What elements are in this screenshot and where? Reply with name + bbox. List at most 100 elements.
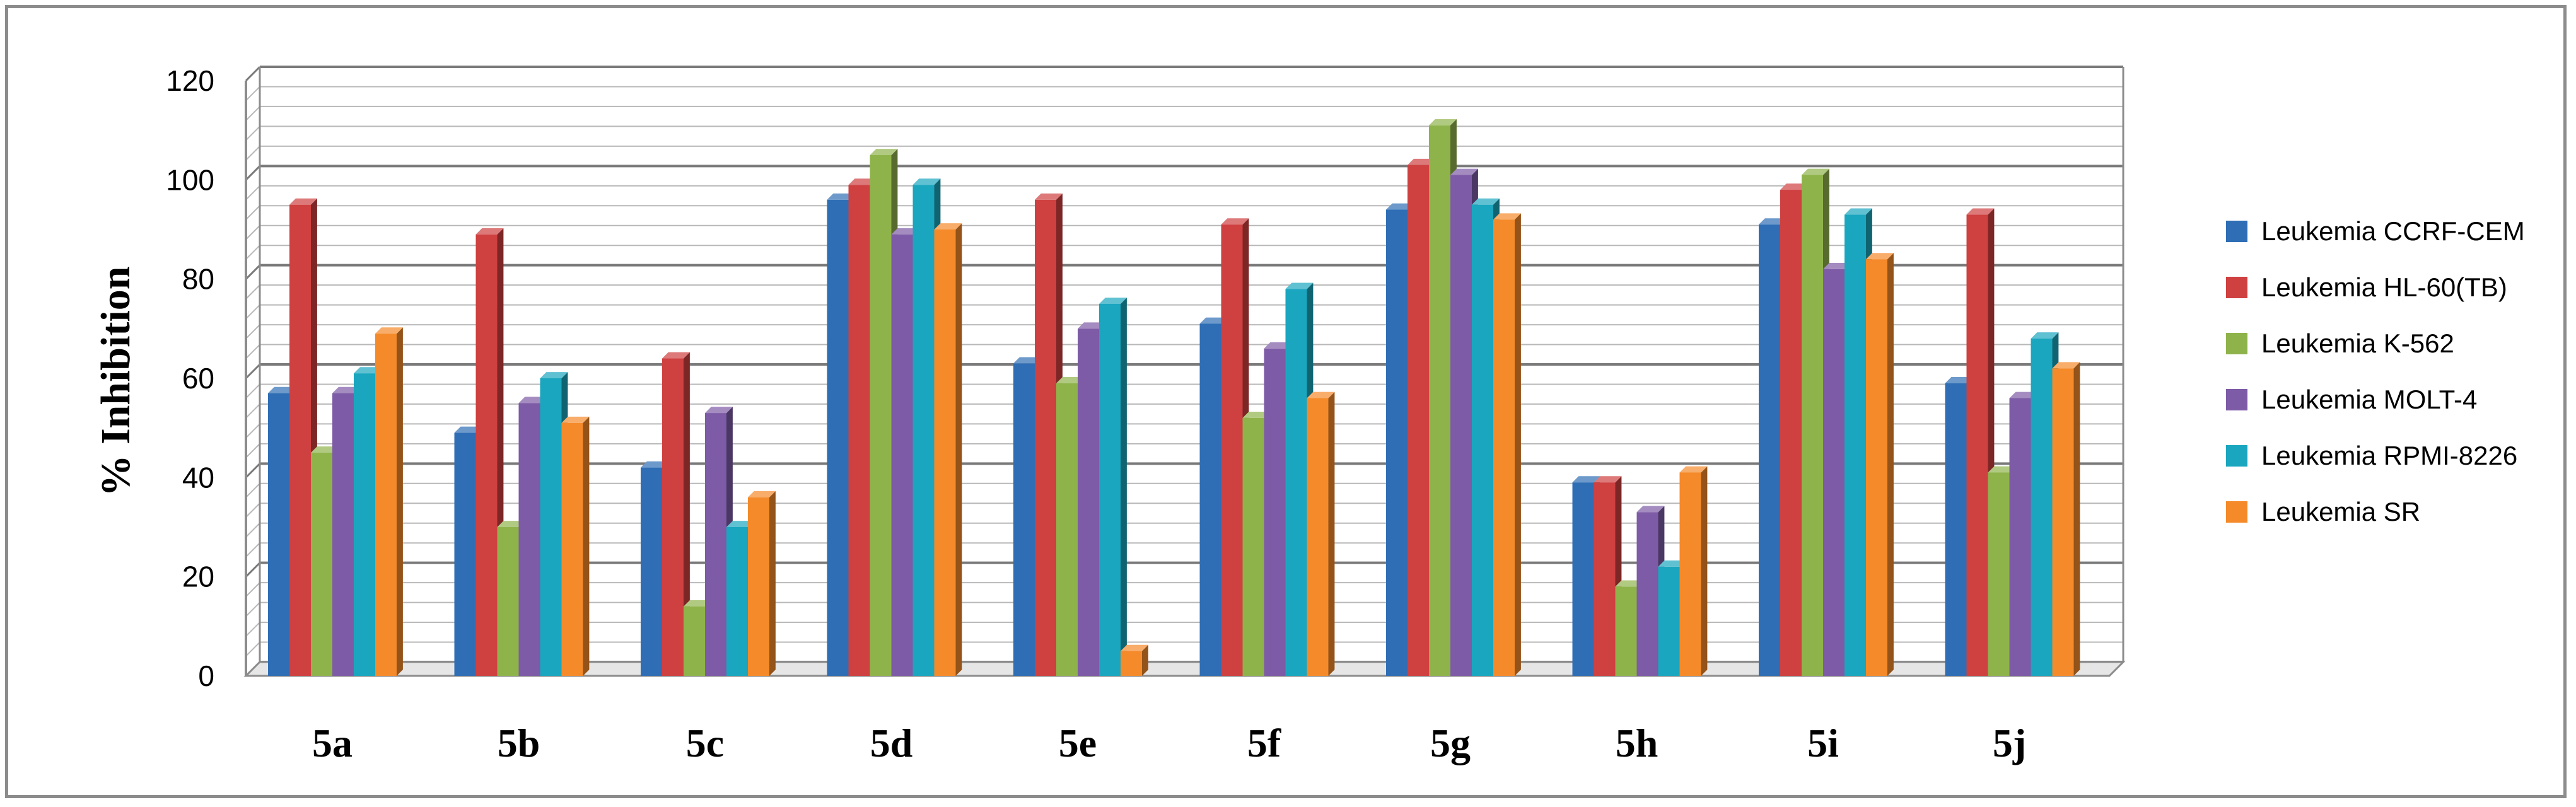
bar [1307,392,1335,676]
legend-label: Leukemia MOLT-4 [2261,384,2478,414]
bar-front [1407,165,1429,676]
legend-item: Leukemia RPMI-8226 [2226,427,2554,484]
bar-top [1780,183,1808,190]
x-category-label: 5h [1616,721,1658,765]
side-gridline [245,264,261,280]
bar-top [332,386,360,393]
bar-top [1078,322,1105,329]
bar-top [1966,208,1995,215]
bar-front [332,393,354,676]
y-tick-label: 20 [182,560,214,593]
bar-front [497,527,519,676]
bar-front [1572,482,1594,676]
side-gridline [245,363,261,380]
y-tick-label: 60 [182,362,214,395]
x-category-label: 5d [870,721,913,765]
bar-top [848,178,877,185]
side-gridline [245,463,261,479]
bar-front [1759,224,1780,676]
bar-front [705,413,726,676]
bar [748,491,776,676]
side-gridline [245,562,261,578]
bar-top [1099,298,1127,304]
bar-top [1823,263,1851,269]
bar-front [268,393,289,676]
bar-front [311,453,332,676]
bar [561,416,590,676]
bar [1285,282,1314,676]
bar-top [1572,476,1600,483]
bar-top [475,228,504,235]
bar-top [1386,203,1414,210]
side-gridline [245,502,260,518]
bar-front [2031,339,2053,676]
bar-front [848,185,870,676]
side-gridline [245,86,260,102]
bar-top [1945,376,1973,383]
legend-item: Leukemia K-562 [2226,315,2554,371]
bar-top [912,178,941,185]
legend-label: Leukemia CCRF-CEM [2261,216,2525,246]
bar-top [2052,362,2080,369]
y-tick-label: 80 [182,263,214,296]
x-category-label: 5b [498,721,540,765]
bar-front [934,229,956,676]
side-gridline [245,324,260,339]
bar-side [1142,644,1148,676]
bar-front [1636,512,1658,676]
side-gridline [245,443,260,458]
bar-front [1264,348,1286,676]
side-gridline [245,523,260,538]
bar-top [1679,466,1708,473]
bar [1121,644,1148,676]
bar-front [561,422,583,676]
bar-top [1407,158,1435,165]
side-gridline [245,225,260,240]
side-gridline [245,344,260,359]
bar-top [1802,168,1829,175]
x-category-label: 5g [1430,721,1471,765]
bar [1493,213,1521,676]
bar-front [289,204,311,676]
legend-swatch [2226,220,2247,242]
side-gridline [245,622,260,637]
bar-front [2009,398,2031,676]
bar-top [289,198,317,205]
bar-front [454,433,476,676]
bar-front [1802,175,1823,676]
x-category-label: 5i [1807,721,1839,765]
side-gridline [245,245,260,260]
bar-side [397,327,403,676]
bar-top [1658,560,1686,567]
bar-top [1615,580,1643,587]
bar-front [912,185,935,676]
bar-top [1035,193,1063,200]
bar [934,223,962,676]
bar-top [497,521,525,527]
bar-top [1221,218,1249,225]
bar-front [870,155,892,676]
legend-label: Leukemia RPMI-8226 [2261,440,2518,470]
bar [1099,298,1127,676]
bar-front [1078,328,1099,676]
side-gridline [245,304,260,320]
bar-front [1966,214,1988,676]
bar-top [641,461,668,468]
bars [268,119,2080,676]
bar-front [1056,383,1078,676]
bar-front [1429,125,1450,676]
bar-side [2073,362,2080,676]
bar-side [769,491,776,676]
bar-front [1307,398,1329,676]
bar [662,352,690,676]
side-gridline [245,423,260,439]
side-gridline [245,404,260,419]
bar-front [375,334,397,676]
bar-top [1845,208,1872,215]
bar-front [726,527,748,676]
x-category-label: 5f [1247,721,1281,765]
bar-front [891,234,913,676]
bar-top [1121,644,1148,651]
bar-front [1221,224,1243,676]
bar-top [354,367,382,374]
